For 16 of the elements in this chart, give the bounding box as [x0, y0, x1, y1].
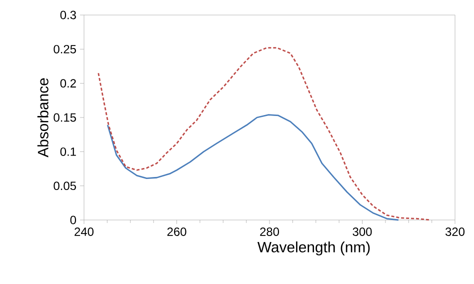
y-tick-label: 0.25	[54, 44, 76, 54]
y-tick-label: 0.3	[60, 10, 76, 20]
line-series	[106, 114, 400, 221]
x-tick-label: 320	[445, 228, 465, 236]
y-tick-label: 0.1	[60, 147, 76, 156]
x-tick-label: 300	[352, 228, 372, 236]
y-tick-label: 0.2	[60, 79, 76, 88]
x-tick-label: 280	[260, 228, 280, 236]
x-tick-label: 260	[167, 228, 186, 236]
line-series	[98, 47, 432, 221]
y-axis-title: Absorbance	[37, 78, 48, 158]
y-tick-label: 0.15	[54, 113, 76, 122]
y-tick-label: 0	[70, 216, 76, 224]
y-tick-label: 0.05	[54, 182, 76, 190]
x-tick-label: 240	[74, 228, 94, 236]
x-axis-title: Wavelength (nm)	[257, 241, 370, 256]
